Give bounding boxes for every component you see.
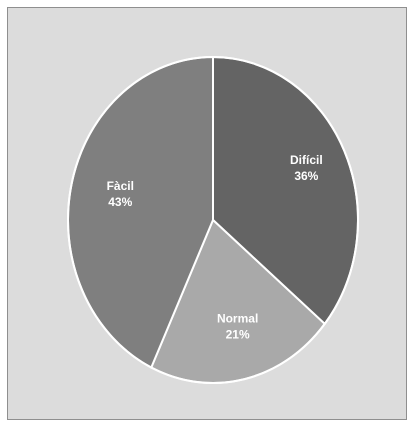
pie-chart: Difícil 36% Normal 21% Fàcil 43% (67, 55, 359, 384)
slice-percent-label-normal: 21% (226, 328, 250, 342)
slice-percent-label-dificil: 36% (294, 169, 318, 183)
slice-category-label-dificil: Difícil (290, 153, 323, 167)
slice-category-label-normal: Normal (217, 312, 258, 326)
slices-layer (67, 55, 359, 384)
pie-outline (67, 56, 359, 384)
slice-category-label-facil: Fàcil (107, 179, 134, 193)
chart-area: Difícil 36% Normal 21% Fàcil 43% (7, 7, 407, 420)
labels-layer: Difícil 36% Normal 21% Fàcil 43% (107, 153, 323, 342)
slice-percent-label-facil: 43% (108, 195, 132, 209)
